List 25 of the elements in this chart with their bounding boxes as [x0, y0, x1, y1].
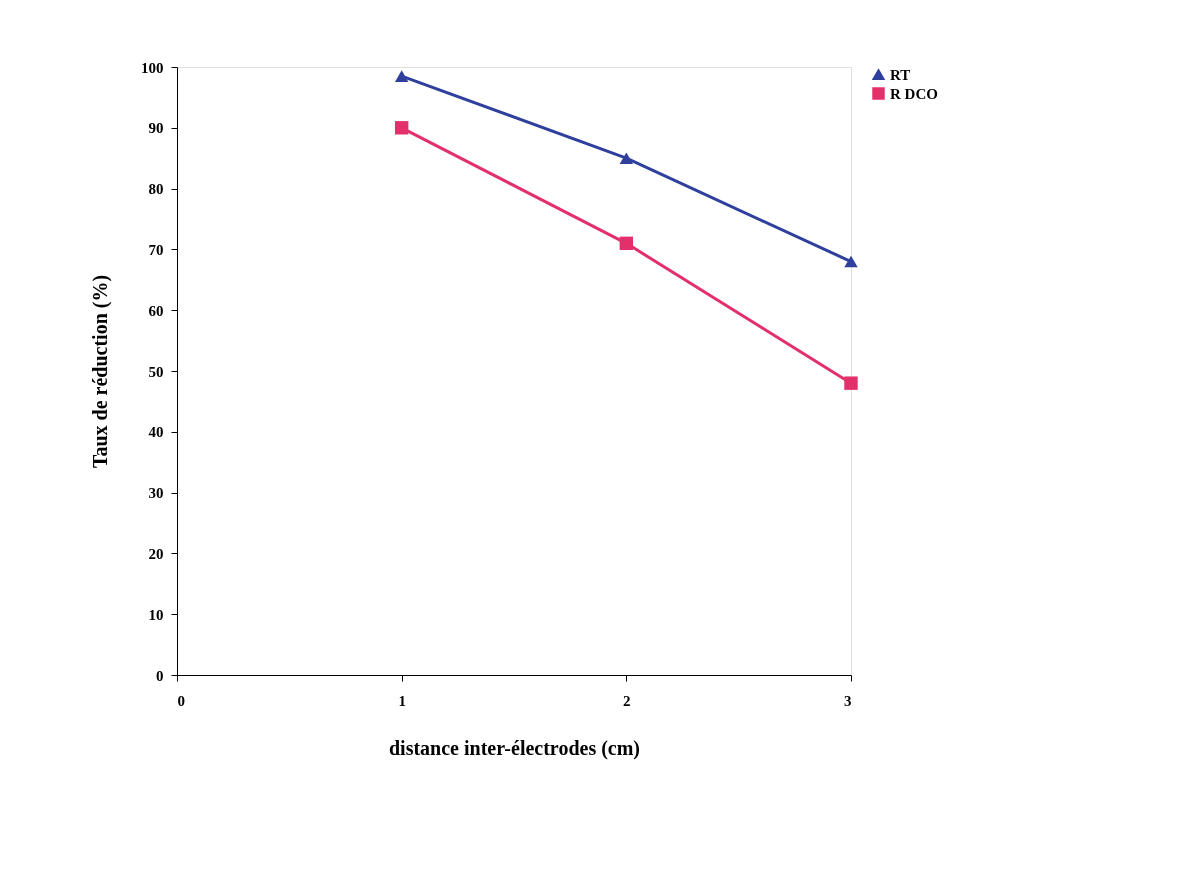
y-tick-label: 20	[148, 545, 164, 562]
y-tick-label: 30	[148, 485, 164, 502]
y-tick-label: 10	[148, 606, 164, 623]
x-tick-label: 1	[398, 692, 406, 709]
y-tick-label: 40	[148, 424, 164, 441]
y-tick-label: 80	[148, 181, 164, 198]
y-tick-label: 70	[148, 241, 164, 258]
legend-label: R DCO	[890, 85, 938, 102]
y-tick-label: 100	[141, 59, 164, 76]
point	[619, 152, 634, 165]
x-tick-label: 0	[177, 692, 185, 709]
point	[394, 70, 409, 82]
point	[844, 255, 858, 268]
y-tick-label: 50	[148, 363, 164, 380]
point	[844, 376, 858, 390]
x-axis-title: distance inter-électrodes (cm)	[388, 736, 641, 760]
y-axis-title: Taux de réduction (%)	[89, 274, 112, 469]
point	[619, 236, 634, 251]
point	[394, 121, 409, 135]
x-tick-label: 3	[844, 692, 852, 709]
legend-label: RT	[890, 66, 911, 83]
y-tick-label: 90	[148, 120, 164, 137]
y-tick-label: 60	[148, 302, 164, 319]
y-tick-label: 0	[156, 667, 164, 684]
x-tick-label: 2	[623, 692, 631, 709]
